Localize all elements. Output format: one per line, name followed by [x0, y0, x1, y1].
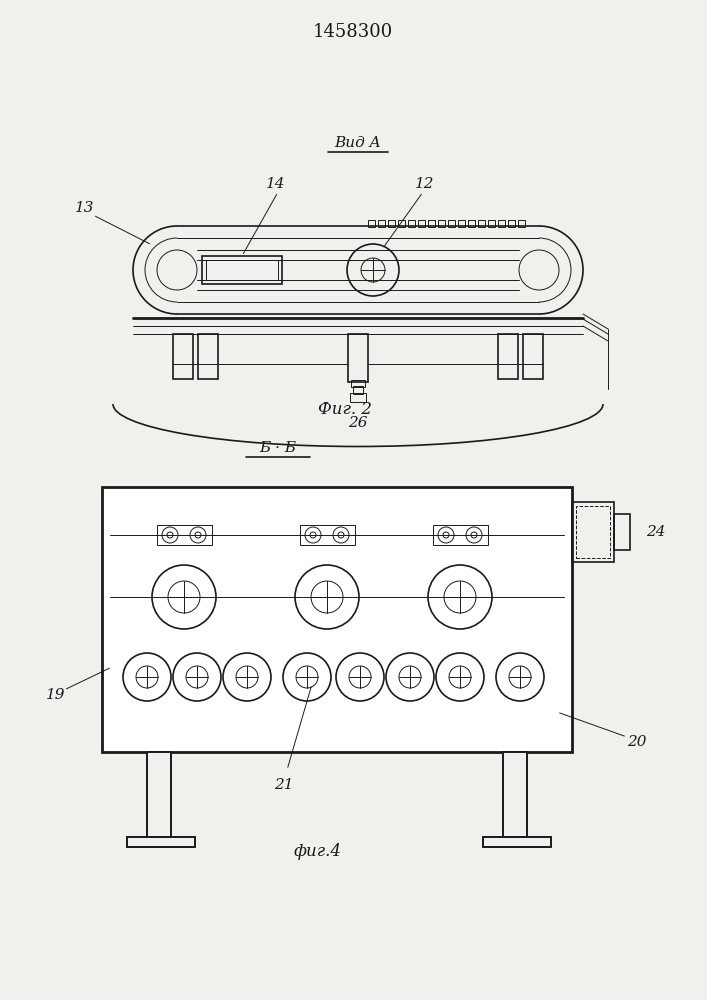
Bar	[518, 220, 525, 227]
Bar	[198, 334, 218, 379]
Bar	[478, 220, 485, 227]
Bar	[350, 393, 366, 402]
Bar	[498, 220, 505, 227]
Bar	[428, 220, 435, 227]
Bar	[483, 837, 551, 847]
Bar	[147, 752, 171, 837]
Bar	[488, 220, 495, 227]
Bar	[468, 220, 475, 227]
Bar	[433, 525, 488, 545]
Bar	[127, 837, 195, 847]
Text: 13: 13	[75, 201, 95, 215]
Text: 14: 14	[267, 177, 286, 191]
Bar	[157, 525, 212, 545]
Bar	[438, 220, 445, 227]
Bar	[348, 334, 368, 382]
Bar	[398, 220, 405, 227]
Bar	[503, 752, 527, 837]
Bar	[614, 514, 630, 550]
Text: 21: 21	[274, 778, 293, 792]
Bar	[498, 334, 518, 379]
Bar	[388, 220, 395, 227]
Bar	[448, 220, 455, 227]
Text: 19: 19	[46, 688, 66, 702]
Text: 12: 12	[415, 177, 435, 191]
Bar	[351, 380, 365, 387]
Bar	[147, 752, 171, 837]
Text: фиг.4: фиг.4	[294, 844, 342, 860]
Bar	[523, 334, 543, 379]
Bar	[127, 837, 195, 847]
Bar	[503, 752, 527, 837]
Bar	[353, 386, 363, 394]
Text: 24: 24	[646, 525, 665, 539]
Bar	[102, 487, 572, 752]
Bar	[576, 506, 610, 558]
Text: 26: 26	[349, 416, 368, 430]
Text: Вид A: Вид A	[334, 136, 381, 150]
Bar	[483, 837, 551, 847]
Text: Фиг. 2: Фиг. 2	[318, 401, 372, 418]
Bar	[572, 502, 614, 562]
Text: 20: 20	[627, 735, 647, 749]
Bar	[173, 334, 193, 379]
Bar	[300, 525, 355, 545]
Bar	[202, 256, 282, 284]
Bar	[418, 220, 425, 227]
Bar	[206, 260, 278, 280]
Text: 1458300: 1458300	[313, 23, 393, 41]
Bar	[408, 220, 415, 227]
Text: Б · Б: Б · Б	[259, 441, 296, 455]
Bar	[368, 220, 375, 227]
Bar	[508, 220, 515, 227]
Bar	[378, 220, 385, 227]
Bar	[458, 220, 465, 227]
